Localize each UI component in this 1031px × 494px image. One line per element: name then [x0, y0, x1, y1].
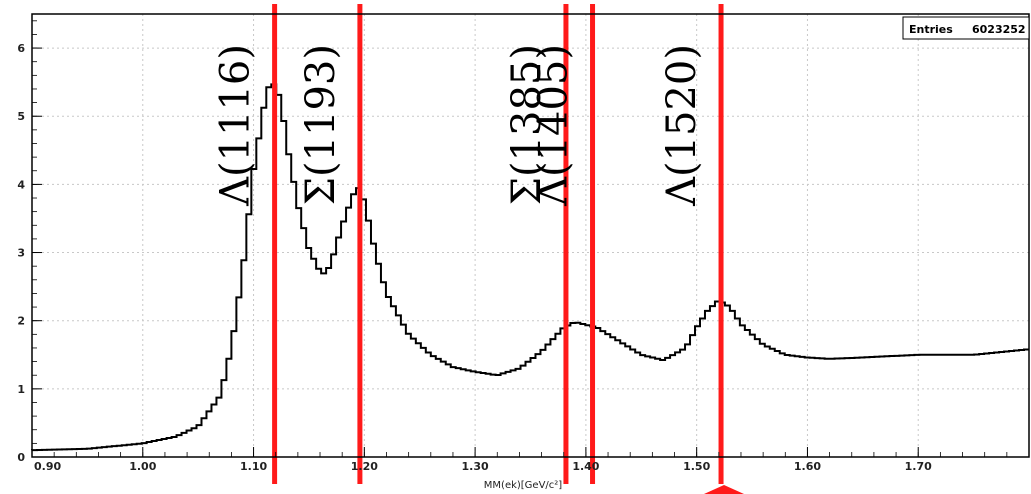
marker-label: Σ(1385): [504, 44, 550, 205]
histogram-line: [31, 83, 1029, 452]
y-tick-label: 4: [17, 178, 25, 191]
y-tick-label: 5: [17, 110, 25, 123]
marker-label: Λ(1405): [531, 44, 577, 207]
stats-box: Entries 6023252: [902, 16, 1030, 40]
bottom-arrow-marker: [704, 485, 744, 494]
x-tick-label: 1.20: [351, 460, 378, 473]
x-tick-label: 1.30: [462, 460, 489, 473]
x-tick-label: 1.70: [905, 460, 932, 473]
x-tick-label: 1.10: [240, 460, 267, 473]
y-tick-label: 0: [17, 451, 25, 464]
x-tick-label: 1.00: [129, 460, 156, 473]
histogram-series: [31, 83, 1029, 452]
marker-label: Λ(1520): [659, 44, 705, 207]
x-tick-label: 1.40: [572, 460, 599, 473]
marker-label: Σ(1193): [298, 44, 344, 205]
y-tick-label: 6: [17, 42, 25, 55]
stats-entries-value: 6023252: [972, 23, 1026, 36]
axis-ticks: 0.90 1.00 1.10 1.20 1.30 1.40 1.50 1.60 1.70 0 1 2 3…: [17, 20, 1030, 473]
x-tick-label: 1.50: [683, 460, 710, 473]
marker-label: Λ(1116): [213, 44, 259, 207]
particle-markers: Λ(1116) Σ(1193) Σ(1385)Λ(1405) Λ(1520): [213, 4, 724, 484]
x-tick-label: 0.90: [34, 460, 61, 473]
x-axis-label: MM(ek)[GeV/c²]: [484, 480, 563, 491]
y-tick-label: 3: [17, 247, 25, 260]
stats-entries-label: Entries: [909, 23, 953, 36]
x-tick-label: 1.60: [794, 460, 821, 473]
y-tick-label: 2: [17, 315, 25, 328]
plot-frame: [31, 13, 1030, 458]
y-tick-label: 1: [17, 383, 25, 396]
